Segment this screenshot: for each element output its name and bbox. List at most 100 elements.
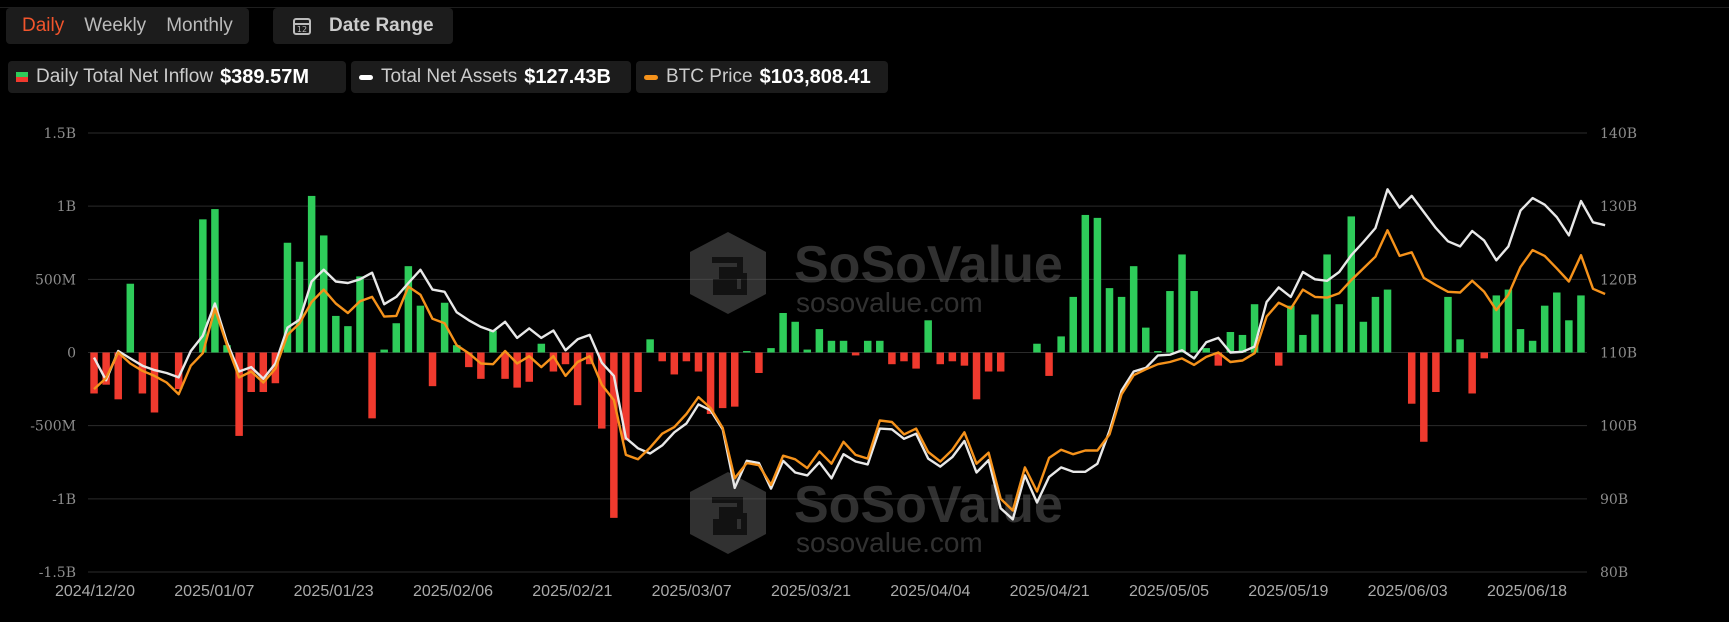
y-right-tick-label: 140B [1600,126,1637,142]
y-left-tick-label: 1B [57,199,76,215]
y-left-tick-label: 500M [35,272,76,288]
inflow-bar [1504,289,1513,353]
x-tick-label: 2025/03/07 [652,583,732,600]
y-left-tick-label: -1B [52,492,76,508]
legend-total-net-assets[interactable]: Total Net Assets $127.43B [351,61,631,93]
inflow-bar [150,352,159,413]
inflow-bar [199,219,207,353]
inflow-bar [1045,352,1053,376]
inflow-bar [259,352,268,393]
date-range-button[interactable]: 12 Date Range [273,8,453,44]
period-daily[interactable]: Daily [22,15,65,36]
inflow-bar [114,352,122,400]
legend-value: $127.43B [524,65,611,88]
inflow-bar [102,352,110,385]
inflow-bar [1093,217,1102,353]
legend-value: $103,808.41 [759,65,871,88]
inflow-bar [1129,266,1138,353]
x-tick-label: 2025/06/03 [1368,583,1448,600]
inflow-bar [1528,340,1537,353]
inflow-bar [428,352,437,387]
logo-mark [712,257,747,295]
inflow-bar [235,352,243,436]
inflow-bar [1540,305,1549,353]
inflow-bar [706,352,715,414]
inflow-bar [501,352,509,379]
inflow-bar [924,320,932,353]
inflow-bar [1069,296,1077,353]
total-net-assets-line [92,188,1606,521]
x-tick-label: 2025/02/21 [532,583,612,600]
inflow-bar [960,352,969,366]
inflow-bar [1238,334,1247,353]
inflow-bar [1516,329,1525,353]
inflow-bar [610,352,618,518]
legend-btc-price[interactable]: BTC Price $103,808.41 [636,61,888,93]
inflow-bar [1444,296,1452,353]
x-tick-label: 2024/12/20 [55,583,135,600]
inflow-bar [1468,352,1476,394]
assets-swatch-icon [359,74,373,80]
x-axis: 2024/12/20 2025/01/07 2025/01/23 2025/02/06… [55,583,1567,600]
inflow-bar [718,352,727,409]
inflow-bar [815,329,824,353]
inflow-bar [863,340,872,353]
inflow-bar [525,352,533,382]
y-left-tick-label: -500M [30,419,76,435]
inflow-bar [1553,292,1561,353]
inflow-bar [1190,291,1198,353]
inflow-bar [1154,351,1162,353]
inflow-bar [477,352,485,379]
watermark-brand: SoSoValue [794,236,1063,294]
inflow-bar [851,352,860,356]
inflow-bar [1383,289,1392,353]
inflow-bar [90,352,98,394]
inflow-bar [332,315,340,353]
inflow-bar [743,351,751,353]
y-right-tick-label: 90B [1600,492,1628,508]
period-weekly[interactable]: Weekly [84,15,147,36]
inflow-bar [803,349,812,353]
inflow-swatch-icon [16,72,28,82]
y-axis-left: -1.5B -1B -500M 0 500M 1B 1.5B [30,126,76,581]
top-divider [0,7,1729,8]
x-tick-label: 2025/04/04 [890,583,970,600]
y-right-tick-label: 80B [1600,565,1628,581]
y-left-tick-label: 0 [67,346,76,362]
inflow-bar [1202,348,1210,353]
inflow-bar [682,352,691,362]
x-tick-label: 2025/02/06 [413,583,493,600]
inflow-bar [211,209,219,353]
y-right-tick-label: 130B [1600,199,1637,215]
inflow-bar [1274,352,1283,366]
x-tick-label: 2025/03/21 [771,583,851,600]
period-monthly[interactable]: Monthly [166,15,233,36]
inflow-bar [1178,254,1186,353]
price-swatch-icon [644,74,658,80]
inflow-bar [670,352,679,375]
period-selector: Daily Weekly Monthly [6,8,249,44]
y-right-tick-label: 120B [1600,272,1637,288]
x-tick-label: 2025/01/07 [174,583,254,600]
legend-name: Daily Total Net Inflow [36,66,214,87]
inflow-bar [767,348,775,353]
inflow-bar [1371,296,1380,353]
legend-daily-inflow[interactable]: Daily Total Net Inflow $389.57M [8,61,346,93]
inflow-bar [1117,296,1126,353]
inflow-bar [694,352,703,372]
inflow-bar [755,352,763,373]
date-range-label: Date Range [329,15,434,36]
legend-name: Total Net Assets [381,66,518,87]
inflow-bar [791,321,799,353]
inflow-bar [295,261,304,353]
inflow-bars [90,195,1585,518]
inflow-bar [126,283,135,353]
inflow-bar [1105,288,1114,353]
inflow-bar [368,352,376,419]
watermark-url: sosovalue.com [796,527,983,558]
inflow-bar [1347,216,1356,353]
inflow-bar [344,326,352,353]
inflow-bar [1287,305,1295,353]
